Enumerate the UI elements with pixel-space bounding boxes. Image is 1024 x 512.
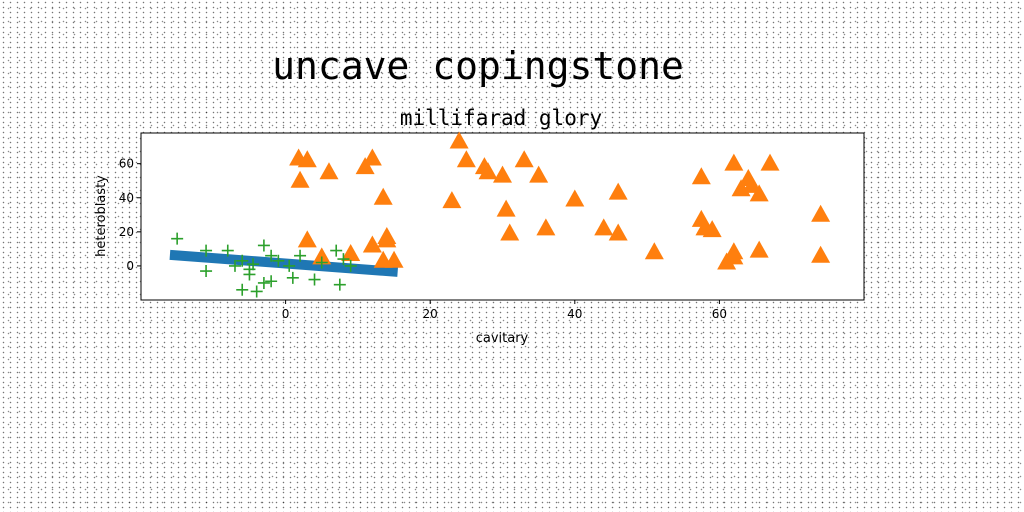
series-2-point [283, 259, 296, 272]
series-2-point [344, 259, 357, 272]
chart-title: millifarad glory [400, 106, 602, 130]
series-1-point [297, 230, 317, 248]
series-1-point [319, 162, 339, 180]
series-2-point [294, 249, 307, 262]
x-tick-label: 40 [567, 307, 582, 321]
x-axis-label: cavitary [476, 331, 529, 346]
series-2-point [308, 273, 321, 286]
series-1-point [384, 250, 404, 268]
series-2-point [236, 283, 249, 296]
series-1-point [811, 204, 831, 222]
series-2-point [250, 285, 263, 298]
series-1-point [449, 131, 469, 149]
series-2-point [200, 265, 213, 278]
series-1-point [749, 184, 769, 202]
y-tick-label: 0 [126, 259, 134, 273]
series-1-point [749, 240, 769, 258]
y-axis-label: heteroblasty [94, 175, 109, 257]
series-1-point [312, 247, 332, 265]
series-2-point [265, 275, 278, 288]
series-1-point [442, 191, 462, 209]
series-1-point [608, 223, 628, 241]
series-2-point [247, 258, 260, 271]
series-1-point [702, 220, 722, 238]
series-2-point [337, 253, 350, 266]
series-1-point [478, 162, 498, 180]
series-1-point [742, 175, 762, 193]
series-1-point [341, 243, 361, 261]
series-1-point [355, 157, 375, 175]
series-1-point [500, 223, 520, 241]
x-axis-ticks: 0 20 40 60 [282, 300, 727, 321]
series-1-point [691, 167, 711, 185]
series-2-point [265, 249, 278, 262]
series-2-point [171, 232, 184, 245]
series-1-point [377, 226, 397, 244]
x-tick-label: 20 [423, 307, 438, 321]
series-2-point [221, 244, 234, 257]
series-0-band [169, 249, 399, 277]
series-1-point [536, 218, 556, 236]
y-axis-ticks: 0 20 40 60 [119, 157, 141, 273]
chart-marks [169, 131, 831, 298]
series-1-point [529, 165, 549, 183]
series-2-point [243, 268, 256, 281]
series-2-point [236, 254, 249, 267]
series-1-point [724, 247, 744, 265]
figure-suptitle: uncave copingstone [272, 44, 684, 88]
series-1-point [496, 199, 516, 217]
series-1-point [760, 153, 780, 171]
series-1-point [811, 245, 831, 263]
y-tick-label: 20 [119, 225, 134, 239]
series-1-point [493, 165, 512, 183]
plot-area: 0 20 40 60 0 20 40 60 [119, 131, 865, 321]
series-2-point [330, 244, 343, 257]
x-tick-label: 0 [282, 307, 290, 321]
series-2-point [286, 271, 299, 284]
series-1-point [362, 235, 382, 253]
series-1-point [362, 148, 382, 166]
y-tick-label: 40 [119, 191, 134, 205]
series-1-point [290, 170, 310, 188]
series-1-point [608, 182, 628, 200]
series-2-point [257, 239, 270, 252]
series-1-point [373, 187, 393, 205]
series-1-point [565, 189, 585, 207]
series-2-point [315, 256, 328, 269]
series-1-point [594, 218, 614, 236]
series-1-point [724, 153, 744, 171]
series-2-point [272, 254, 285, 267]
series-2-point [257, 276, 270, 289]
series-2-point [228, 259, 241, 272]
series-1-point [456, 150, 476, 168]
series-1-point [644, 242, 664, 260]
series-1-point [514, 150, 534, 168]
x-tick-label: 60 [712, 307, 727, 321]
series-2-point [200, 244, 213, 257]
series-1-point [297, 150, 317, 168]
series-2-point [333, 278, 346, 291]
y-tick-label: 60 [119, 157, 134, 171]
